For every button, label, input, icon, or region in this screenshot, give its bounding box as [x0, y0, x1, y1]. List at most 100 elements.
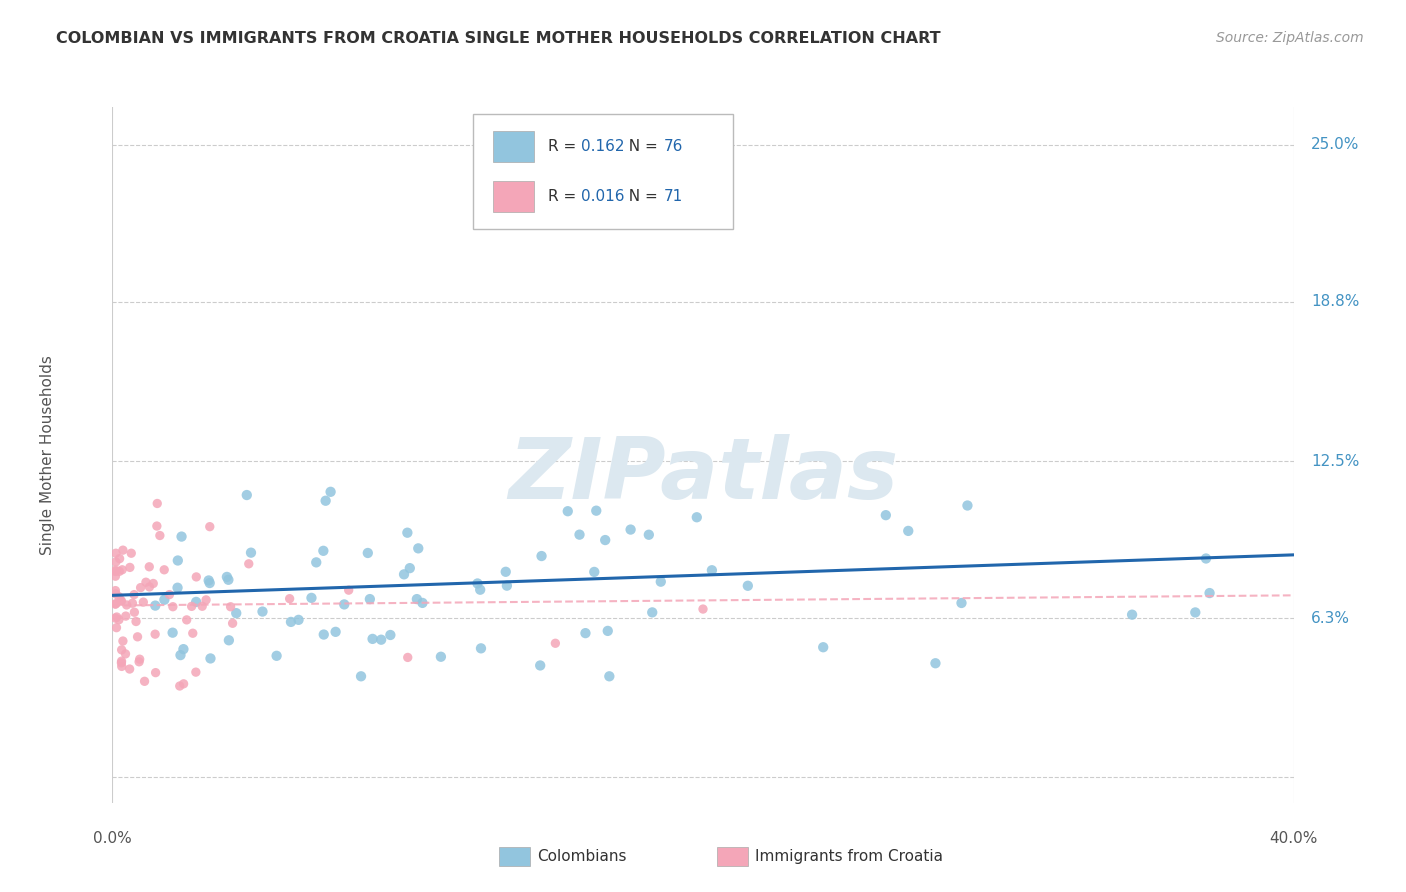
Point [215, 570, 238, 584]
Text: 40.0%: 40.0% [1270, 830, 1317, 846]
Point [315, 493, 337, 508]
Point [104, 597, 127, 611]
Point [811, 640, 834, 655]
Point [950, 596, 973, 610]
Point [706, 201, 728, 215]
Point [620, 523, 643, 537]
Point [125, 615, 148, 629]
Text: Single Mother Households: Single Mother Households [39, 355, 55, 555]
Point [105, 610, 128, 624]
Point [529, 658, 551, 673]
Point [184, 665, 207, 680]
Point [173, 677, 195, 691]
Point [470, 582, 492, 597]
Point [157, 588, 180, 602]
Point [1195, 551, 1218, 566]
Text: 12.5%: 12.5% [1312, 454, 1360, 468]
Point [398, 561, 420, 575]
Point [104, 563, 127, 577]
Point [266, 648, 288, 663]
Point [217, 573, 239, 587]
Text: N =: N = [619, 139, 662, 154]
Point [170, 530, 193, 544]
Point [692, 602, 714, 616]
Point [198, 519, 221, 533]
Point [166, 581, 188, 595]
Point [135, 575, 157, 590]
Point [956, 499, 979, 513]
Point [1198, 586, 1220, 600]
Point [470, 641, 492, 656]
Point [198, 576, 221, 591]
Point [118, 662, 141, 676]
Point [396, 650, 419, 665]
Point [169, 679, 191, 693]
Point [350, 669, 373, 683]
Point [357, 546, 380, 560]
Point [370, 632, 392, 647]
Point [111, 543, 134, 558]
Point [598, 669, 620, 683]
Point [145, 665, 167, 680]
Point [172, 642, 194, 657]
Point [200, 651, 222, 665]
Point [1184, 606, 1206, 620]
Point [181, 626, 204, 640]
Point [700, 563, 723, 577]
Point [142, 576, 165, 591]
Point [396, 525, 419, 540]
Text: N =: N = [619, 189, 662, 203]
Point [110, 654, 132, 668]
Point [121, 596, 143, 610]
Text: ZIPatlas: ZIPatlas [508, 434, 898, 517]
Point [875, 508, 897, 523]
Point [104, 569, 127, 583]
Point [333, 598, 356, 612]
Point [120, 546, 142, 560]
Point [127, 630, 149, 644]
Point [111, 659, 134, 673]
Point [301, 591, 323, 605]
Point [650, 574, 672, 589]
FancyBboxPatch shape [492, 131, 534, 162]
Point [104, 597, 127, 611]
Point [312, 627, 335, 641]
Point [162, 625, 184, 640]
Point [252, 605, 274, 619]
Point [180, 599, 202, 614]
Point [115, 598, 138, 612]
Point [1121, 607, 1143, 622]
Point [337, 583, 360, 598]
Point [467, 576, 489, 591]
Point [104, 565, 127, 579]
Point [530, 549, 553, 563]
Point [186, 570, 208, 584]
Point [129, 581, 152, 595]
Text: 18.8%: 18.8% [1312, 294, 1360, 310]
Point [544, 636, 567, 650]
Point [169, 648, 191, 662]
Point [128, 652, 150, 666]
Point [138, 580, 160, 594]
Point [219, 599, 242, 614]
FancyBboxPatch shape [492, 180, 534, 212]
Text: Colombians: Colombians [537, 849, 627, 863]
Point [108, 590, 131, 604]
Point [495, 565, 517, 579]
Point [583, 565, 606, 579]
Point [319, 484, 342, 499]
Text: Immigrants from Croatia: Immigrants from Croatia [755, 849, 943, 863]
Point [108, 565, 131, 579]
Point [122, 588, 145, 602]
Point [585, 504, 607, 518]
Text: 6.3%: 6.3% [1312, 611, 1350, 625]
Point [924, 657, 946, 671]
Text: 76: 76 [664, 139, 683, 154]
Point [111, 563, 134, 577]
Point [111, 643, 134, 657]
Point [637, 527, 659, 541]
Point [104, 587, 127, 601]
Point [593, 533, 616, 547]
Point [162, 599, 184, 614]
Point [596, 624, 619, 638]
